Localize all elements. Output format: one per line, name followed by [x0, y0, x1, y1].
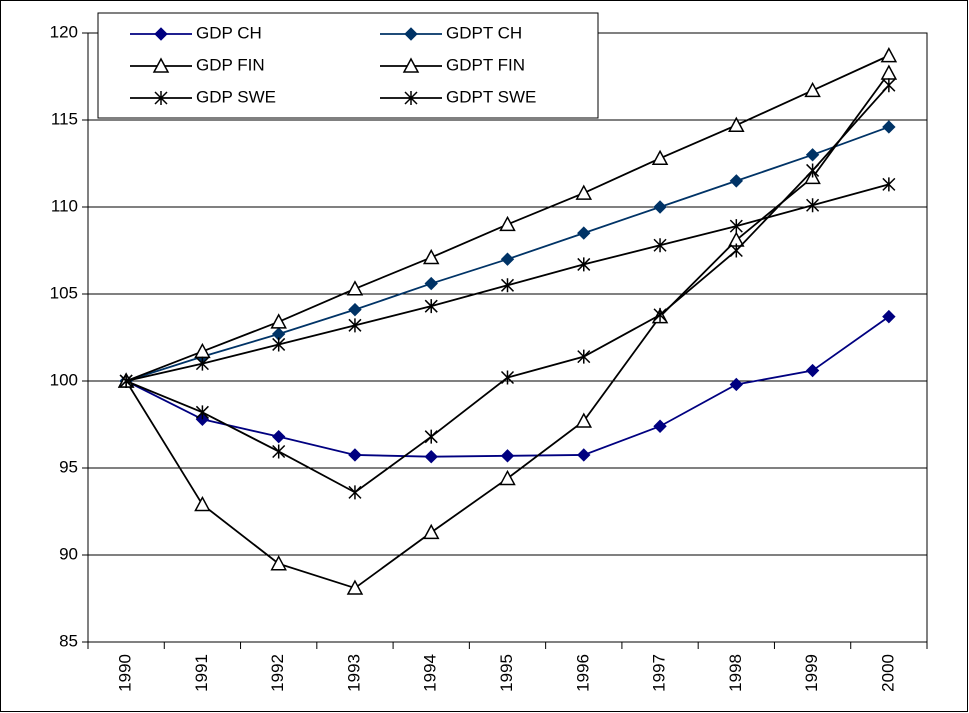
- plot-area: [87, 32, 928, 643]
- y-tick-label: 110: [51, 196, 78, 215]
- data-point: [729, 243, 743, 258]
- data-point: [577, 448, 591, 462]
- data-point: [348, 448, 362, 462]
- x-tick-label: 1994: [421, 654, 440, 692]
- x-tick-label: 1997: [650, 654, 669, 692]
- data-point: [880, 47, 898, 63]
- data-point: [422, 523, 440, 540]
- legend-label: GDPT FIN: [446, 55, 525, 74]
- y-tick-label: 115: [51, 109, 78, 128]
- data-point: [195, 356, 209, 371]
- data-point: [346, 579, 364, 595]
- data-point: [729, 377, 744, 392]
- data-point: [424, 429, 438, 444]
- legend-marker: [154, 91, 168, 105]
- x-tick-label: 1996: [573, 654, 592, 692]
- data-point: [577, 349, 591, 364]
- data-point: [575, 184, 593, 200]
- data-point: [653, 238, 667, 253]
- legend-marker: [404, 27, 418, 41]
- data-point: [272, 337, 286, 352]
- y-tick-label: 95: [59, 457, 78, 476]
- data-point: [575, 412, 593, 428]
- data-point: [422, 248, 440, 265]
- data-point: [270, 313, 287, 329]
- data-point: [653, 200, 667, 214]
- legend-label: GDP FIN: [196, 55, 265, 74]
- x-tick-label: 1990: [116, 654, 135, 692]
- legend-label: GDP SWE: [196, 87, 276, 106]
- legend-marker: [402, 57, 420, 73]
- data-point: [653, 307, 667, 322]
- legend-marker: [154, 27, 168, 41]
- data-point: [806, 198, 820, 213]
- legend-label: GDP CH: [196, 23, 262, 42]
- legend-marker: [404, 91, 418, 105]
- x-tick-label: 2000: [878, 654, 897, 692]
- data-point: [500, 370, 515, 385]
- data-point: [729, 219, 743, 234]
- x-tick-label: 1993: [344, 654, 363, 692]
- data-point: [348, 302, 362, 317]
- data-point: [499, 469, 516, 486]
- data-point: [651, 149, 669, 166]
- data-point: [271, 429, 286, 444]
- x-tick-label: 1991: [192, 654, 211, 692]
- data-point: [424, 449, 438, 464]
- data-point: [882, 120, 896, 134]
- data-point: [805, 363, 820, 378]
- data-point: [346, 280, 364, 296]
- data-point: [195, 405, 209, 420]
- x-tick-label: 1995: [497, 654, 516, 692]
- x-tick-label: 1998: [726, 654, 745, 692]
- data-point: [500, 252, 515, 266]
- data-point: [882, 309, 896, 324]
- data-point: [653, 419, 667, 433]
- x-tick-label: 1992: [268, 654, 287, 692]
- legend-marker: [152, 57, 170, 73]
- data-point: [424, 299, 438, 314]
- data-point: [194, 495, 211, 512]
- y-tick-label: 85: [59, 631, 78, 650]
- legend-label: GDPT CH: [446, 23, 522, 42]
- data-point: [270, 555, 287, 571]
- data-point: [804, 81, 821, 98]
- data-point: [348, 485, 362, 500]
- data-point: [577, 257, 591, 272]
- data-point: [577, 226, 591, 240]
- data-point: [499, 215, 516, 232]
- legend-label: GDPT SWE: [446, 87, 536, 106]
- y-tick-label: 105: [50, 283, 78, 302]
- data-point: [348, 318, 362, 333]
- data-point: [882, 78, 896, 93]
- data-point: [119, 374, 133, 388]
- data-point: [272, 444, 286, 459]
- data-point: [728, 116, 745, 132]
- y-tick-label: 100: [50, 370, 78, 389]
- data-point: [424, 276, 438, 291]
- data-point: [500, 278, 515, 293]
- y-tick-label: 120: [50, 22, 78, 41]
- data-point: [805, 148, 820, 162]
- data-point: [500, 449, 515, 463]
- data-point: [729, 174, 744, 188]
- data-point: [806, 163, 820, 178]
- y-tick-label: 90: [59, 544, 78, 563]
- data-point: [882, 177, 896, 192]
- x-tick-label: 1999: [802, 654, 821, 692]
